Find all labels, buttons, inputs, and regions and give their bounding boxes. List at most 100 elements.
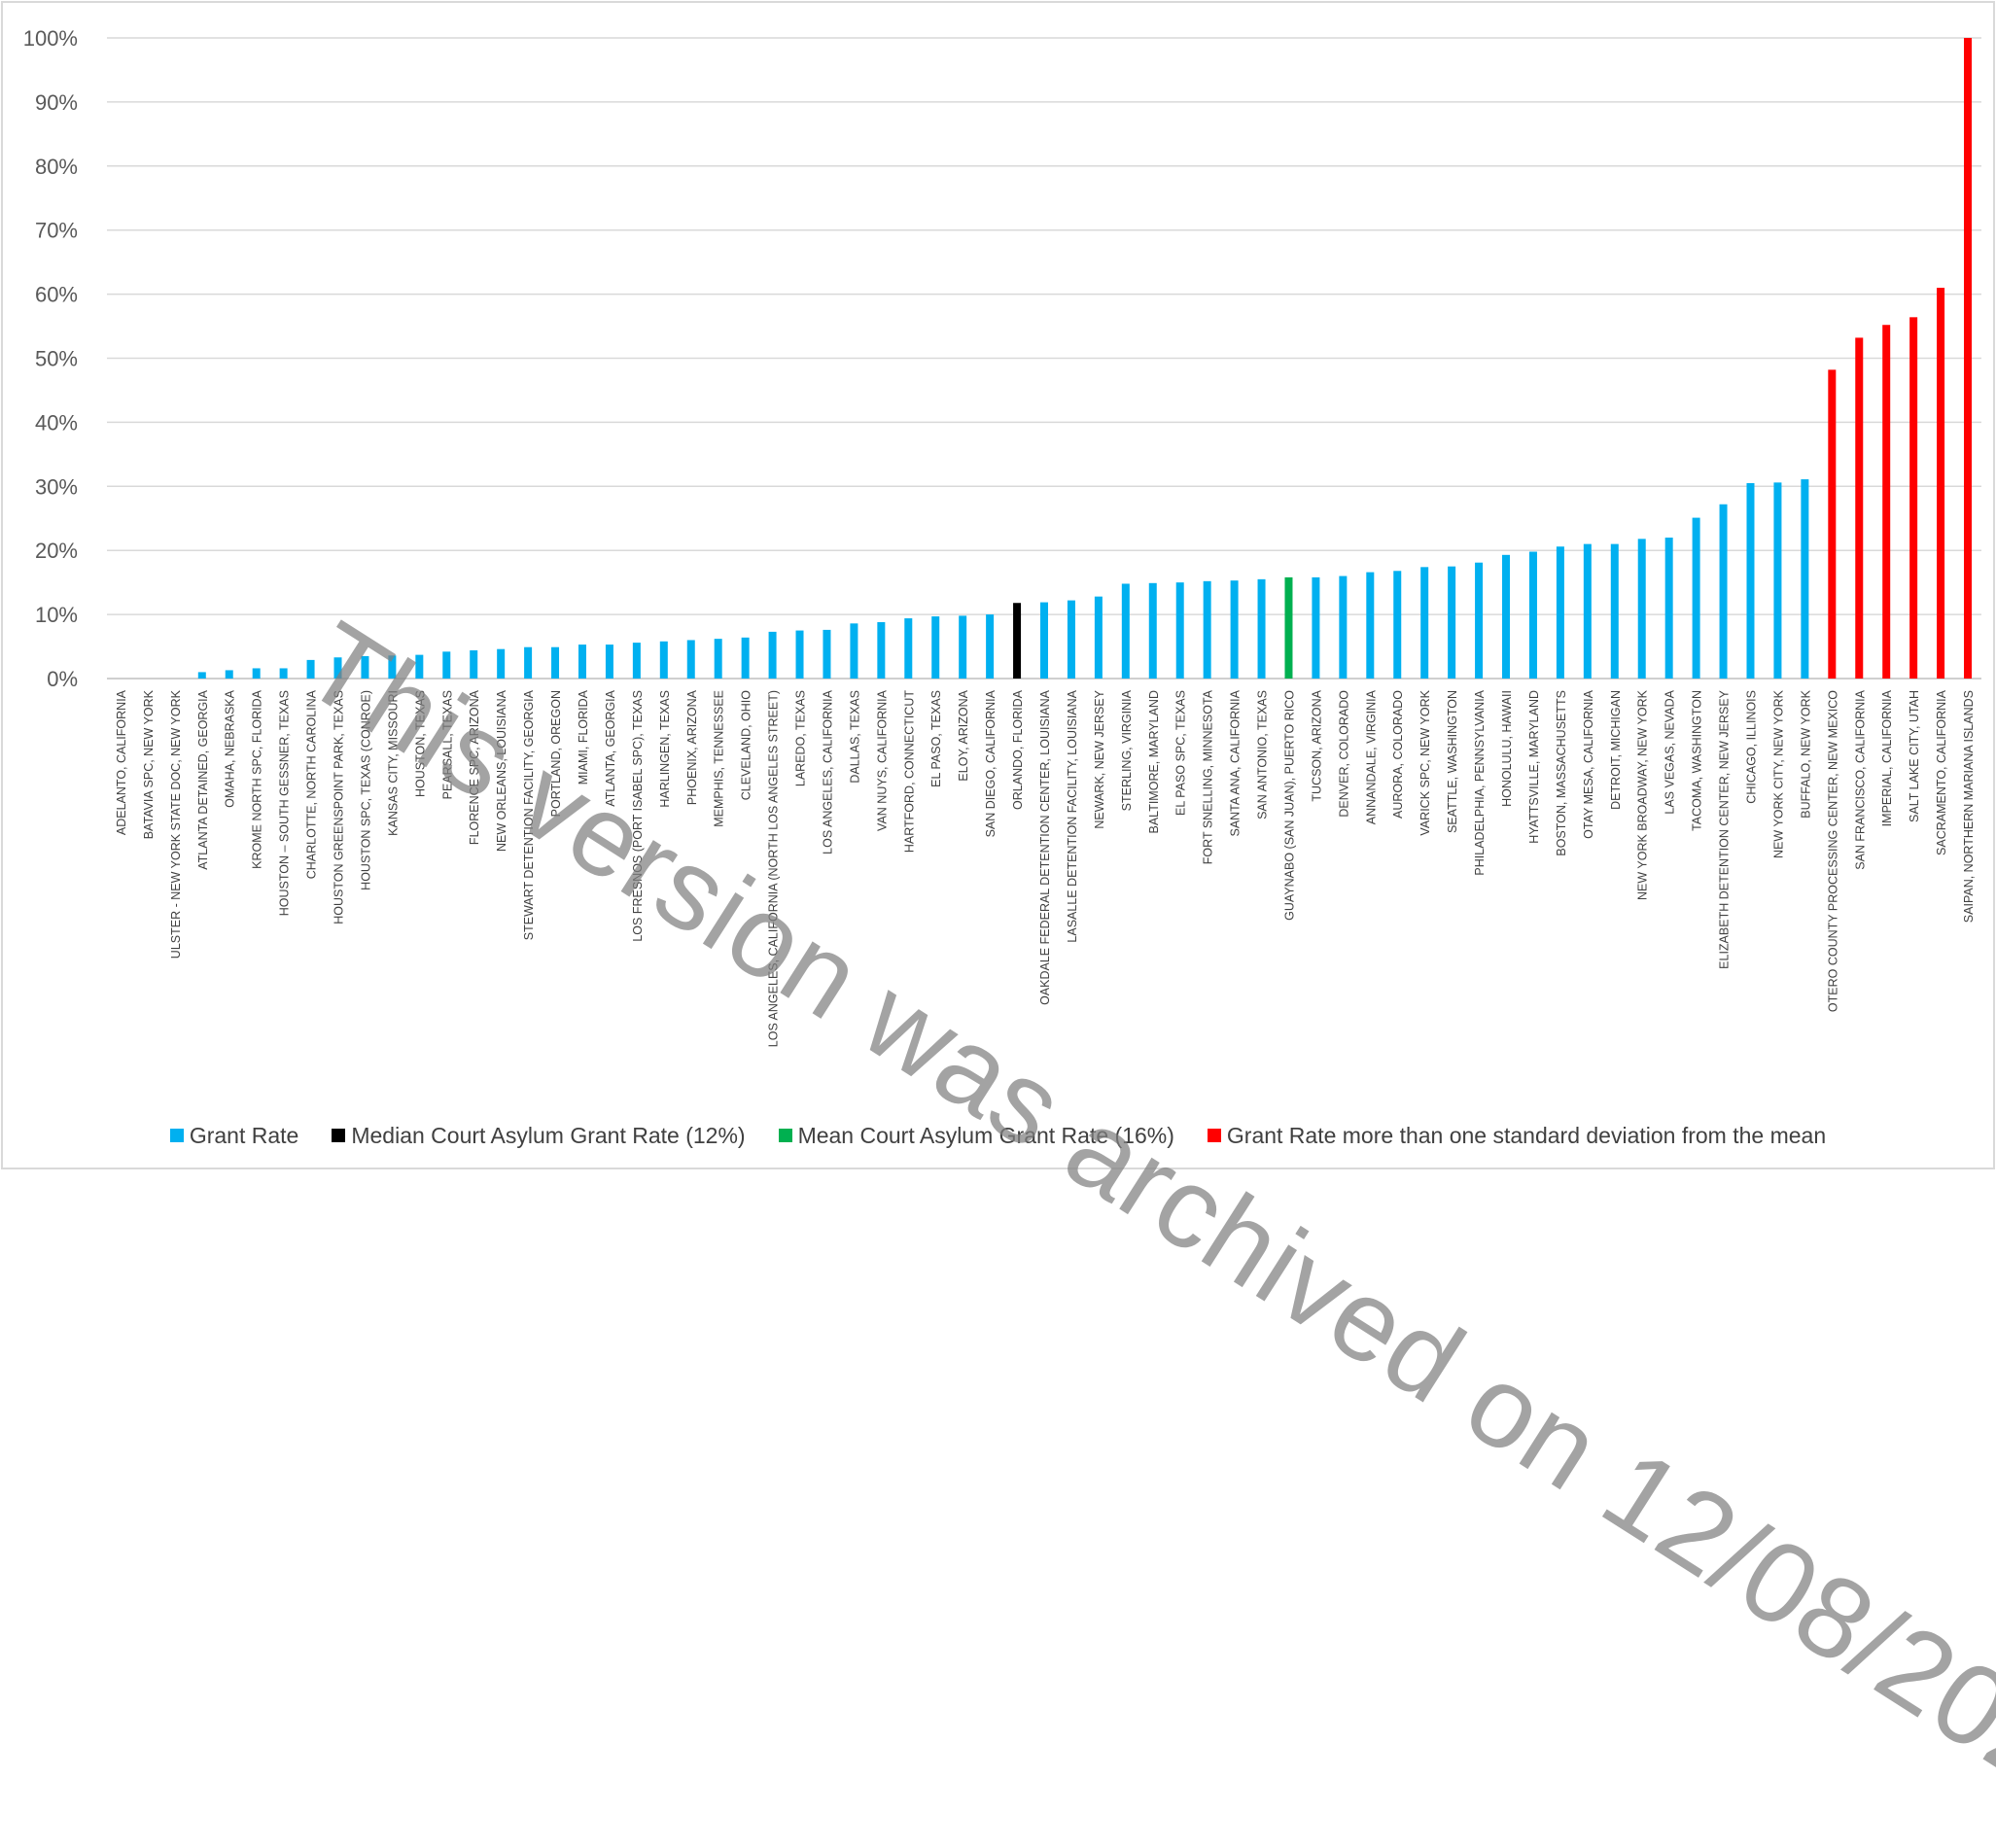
x-tick-label: NEW YORK BROADWAY, NEW YORK (1636, 689, 1650, 900)
bar (1528, 551, 1537, 679)
x-tick-label: LASALLE DETENTION FACILITY, LOUISIANA (1066, 689, 1079, 942)
x-tick-label: PORTLAND, OREGON (549, 690, 563, 817)
bar (1312, 576, 1320, 679)
bar (795, 630, 804, 679)
x-tick-label: STERLING, VIRGINIA (1120, 689, 1134, 811)
x-tick-label: PHOENIX, ARIZONA (685, 689, 699, 805)
legend-label: Mean Court Asylum Grant Rate (16%) (797, 1122, 1174, 1148)
bar (1121, 583, 1130, 679)
y-tick-label: 80% (35, 155, 78, 179)
x-tick-label: TUCSON, ARIZONA (1310, 689, 1323, 801)
x-tick-label: HARTFORD, CONNECTICUT (902, 690, 916, 853)
x-tick-label: FORT SNELLING, MINNESOTA (1202, 689, 1215, 864)
x-tick-label: SALT LAKE CITY, UTAH (1908, 690, 1921, 822)
bar (415, 654, 424, 679)
bar (551, 646, 560, 679)
bar (333, 657, 342, 679)
y-tick-label: 0% (47, 667, 78, 691)
y-axis-ticks: 0% 10% 20% 30% 40% 50% 60% 70% 80% 90% 100% (23, 26, 78, 691)
bar (1148, 582, 1157, 679)
x-tick-label: AURORA, COLORADO (1391, 690, 1405, 819)
bar (361, 655, 369, 679)
x-tick-label: GUAYNABO (SAN JUAN), PUERTO RICO (1282, 690, 1296, 921)
y-tick-label: 70% (35, 219, 78, 243)
bar (1746, 483, 1755, 679)
bar (1719, 504, 1728, 679)
x-tick-label: CHARLOTTE, NORTH CAROLINA (305, 689, 319, 879)
legend-item: Median Court Asylum Grant Rate (12%) (332, 1122, 746, 1149)
bar (1502, 554, 1511, 679)
x-tick-label: SAN FRANCISCO, CALIFORNIA (1853, 689, 1867, 869)
bar (1692, 517, 1700, 679)
x-tick-label: ATLANTA DETAINED, GEORGIA (196, 689, 210, 869)
x-tick-label: ATLANTA, GEORGIA (604, 689, 617, 806)
bar (986, 614, 995, 679)
y-tick-label: 40% (35, 410, 78, 435)
x-tick-label: BALTIMORE, MARYLAND (1147, 690, 1161, 834)
legend-item: Grant Rate more than one standard deviat… (1207, 1122, 1827, 1149)
legend-swatch (1207, 1129, 1221, 1142)
x-tick-label: ANNANDALE, VIRGINIA (1364, 689, 1378, 824)
legend-swatch (332, 1129, 346, 1142)
bar (1094, 596, 1103, 679)
bar (1448, 566, 1456, 679)
bar (714, 639, 722, 679)
x-tick-label: SAIPAN, NORTHERN MARIANA ISLANDS (1962, 690, 1976, 923)
bar (442, 651, 451, 679)
bar (1040, 602, 1048, 679)
x-tick-label: BUFFALO, NEW YORK (1799, 689, 1812, 818)
bar (1230, 580, 1239, 679)
y-tick-label: 60% (35, 283, 78, 307)
legend-label: Grant Rate (189, 1122, 299, 1148)
x-tick-label: ULSTER - NEW YORK STATE DOC, NEW YORK (169, 689, 183, 959)
bar (1556, 546, 1564, 679)
x-tick-label: KROME NORTH SPC, FLORIDA (251, 689, 264, 868)
x-tick-label: HOUSTON SPC, TEXAS (CONROE) (359, 690, 372, 890)
bar (1773, 482, 1782, 679)
y-tick-label: 10% (35, 603, 78, 627)
x-tick-label: CHICAGO, ILLINOIS (1744, 690, 1758, 804)
x-tick-label: TACOMA, WASHINGTON (1691, 690, 1704, 831)
bar (1420, 567, 1429, 679)
legend-label: Grant Rate more than one standard deviat… (1226, 1122, 1827, 1148)
bar (1013, 603, 1022, 679)
bar (470, 650, 478, 679)
x-tick-label: SAN DIEGO, CALIFORNIA (984, 689, 998, 837)
x-tick-label: BOSTON, MASSACHUSETTS (1555, 690, 1568, 856)
x-tick-label: HARLINGEN, TEXAS (658, 690, 672, 808)
x-tick-label: SACRAMENTO, CALIFORNIA (1935, 689, 1948, 855)
x-tick-label: IMPERIAL, CALIFORNIA (1880, 689, 1894, 826)
x-tick-label: VARICK SPC, NEW YORK (1418, 689, 1432, 835)
bar (197, 672, 206, 679)
x-tick-label: LOS FRESNOS (PORT ISABEL SPC), TEXAS (631, 690, 645, 942)
x-tick-label: SAN ANTONIO, TEXAS (1256, 690, 1270, 819)
x-tick-label: DALLAS, TEXAS (848, 690, 861, 784)
x-tick-label: OAKDALE FEDERAL DETENTION CENTER, LOUISI… (1038, 689, 1052, 1005)
bar (823, 629, 831, 679)
x-tick-label: NEWARK, NEW JERSEY (1093, 689, 1106, 828)
bar (1882, 325, 1891, 679)
chart-border (1, 1, 1995, 1169)
x-tick-label: FLORENCE SPC, ARIZONA (468, 689, 481, 845)
legend-label: Median Court Asylum Grant Rate (12%) (351, 1122, 746, 1148)
bar (686, 640, 695, 679)
x-tick-label: STEWART DETENTION FACILITY, GEORGIA (522, 689, 536, 940)
x-tick-label: SEATTLE, WASHINGTON (1446, 690, 1459, 833)
bar (605, 645, 613, 679)
bar (904, 618, 913, 679)
bar (1664, 538, 1673, 679)
bar (524, 646, 533, 679)
chart-svg: 0% 10% 20% 30% 40% 50% 60% 70% 80% 90% 100% ADELAN… (1, 1, 1995, 1169)
bar (632, 643, 641, 679)
legend: Grant Rate Median Court Asylum Grant Rate… (0, 1116, 1996, 1155)
x-tick-label: KANSAS CITY, MISSOURI (386, 690, 400, 836)
bar (252, 668, 261, 679)
x-tick-label: MIAMI, FLORIDA (577, 689, 590, 785)
y-tick-label: 90% (35, 90, 78, 115)
x-tick-label: ELIZABETH DETENTION CENTER, NEW JERSEY (1718, 689, 1732, 969)
y-tick-label: 100% (23, 26, 78, 51)
bar (931, 616, 940, 679)
x-tick-label: ADELANTO, CALIFORNIA (115, 689, 128, 835)
x-tick-label: VAN NUYS, CALIFORNIA (875, 689, 889, 831)
x-tick-label: NEW YORK CITY, NEW YORK (1771, 689, 1785, 858)
